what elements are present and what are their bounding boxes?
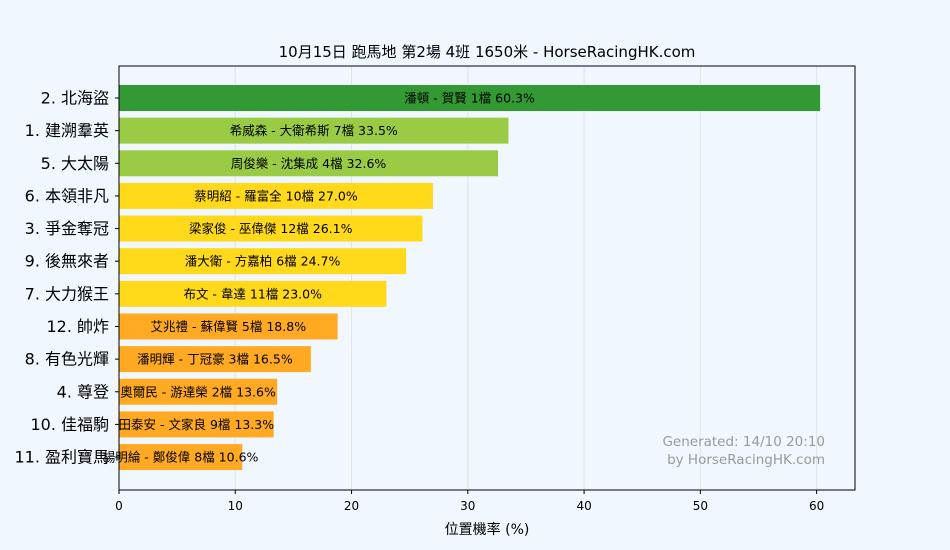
bar-label: 希威森 - 大衛希斯 7檔 33.5% [230, 123, 398, 138]
y-tick-label: 11. 盈利寶馬 [14, 448, 109, 467]
bar-label: 布文 - 韋達 11檔 23.0% [183, 286, 322, 301]
y-tick-label: 6. 本領非凡 [25, 186, 109, 205]
x-tick-label: 20 [344, 499, 359, 513]
x-tick-label: 40 [576, 499, 591, 513]
x-tick-label: 30 [460, 499, 475, 513]
y-tick-label: 2. 北海盜 [41, 89, 109, 108]
bar-label: 潘大衛 - 方嘉柏 6檔 24.7% [185, 254, 341, 269]
watermark-line-1: Generated: 14/10 20:10 [662, 434, 825, 450]
bar-label: 潘頓 - 賀賢 1檔 60.3% [404, 91, 535, 106]
bar-label: 蔡明紹 - 羅富全 10檔 27.0% [194, 188, 358, 203]
chart-title: 10月15日 跑馬地 第2場 4班 1650米 - HorseRacingHK.… [279, 43, 696, 61]
y-tick-label: 9. 後無來者 [25, 252, 109, 271]
bar-label: 周俊樂 - 沈集成 4檔 32.6% [231, 156, 387, 171]
bar-label: 潘明輝 - 丁冠豪 3檔 16.5% [137, 352, 293, 367]
y-tick-label: 7. 大力猴王 [25, 284, 109, 303]
y-tick-label: 3. 爭金奪冠 [25, 219, 109, 238]
x-axis-label: 位置機率 (%) [445, 521, 530, 538]
y-tick-label: 8. 有色光輝 [25, 350, 109, 369]
x-tick-label: 0 [115, 499, 123, 513]
x-tick-label: 10 [228, 499, 243, 513]
x-tick-labels: 0 10 20 30 40 50 60 [115, 490, 824, 513]
y-tick-label: 12. 帥炸 [46, 317, 109, 336]
y-tick-label: 4. 尊登 [57, 382, 109, 401]
bar-label: 梁家俊 - 巫偉傑 12檔 26.1% [189, 221, 353, 236]
y-tick-label: 10. 佳福駒 [30, 415, 109, 434]
y-tick-label: 1. 建溯羣英 [25, 121, 109, 140]
bar-label: 田泰安 - 文家良 9檔 13.3% [119, 417, 275, 432]
watermark-line-2: by HorseRacingHK.com [667, 452, 825, 468]
y-tick-labels: 2. 北海盜 1. 建溯羣英 5. 大太陽 6. 本領非凡 3. 爭金奪冠 9. 後無來者… [14, 89, 119, 467]
x-tick-label: 50 [693, 499, 708, 513]
bar-label: 楊明綸 - 鄭俊偉 8檔 10.6% [103, 450, 259, 465]
bar-label: 艾兆禮 - 蘇偉賢 5檔 18.8% [151, 319, 307, 334]
y-tick-label: 5. 大太陽 [41, 154, 109, 173]
x-tick-label: 60 [809, 499, 824, 513]
bar-label: 奧爾民 - 游達榮 2檔 13.6% [120, 384, 276, 399]
